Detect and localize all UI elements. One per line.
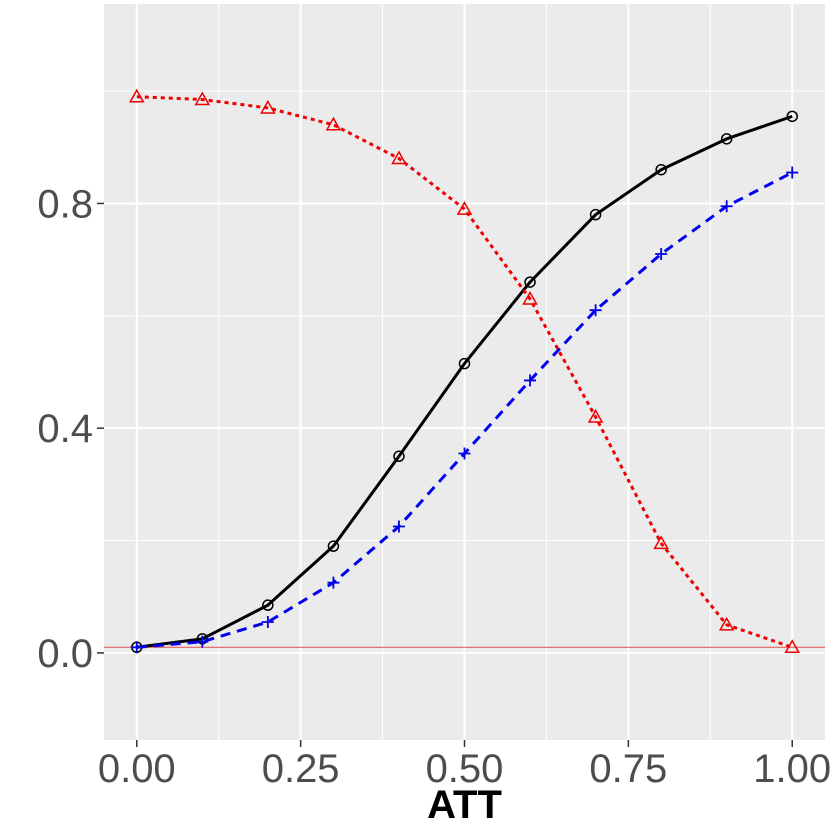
series-1-line — [136, 114, 793, 649]
data-point — [589, 304, 602, 317]
data-point — [458, 357, 471, 370]
data-point — [458, 447, 471, 460]
data-point — [393, 450, 405, 463]
x-tick-label: 0.25 — [262, 747, 340, 791]
data-point — [196, 635, 209, 648]
data-point — [653, 535, 669, 550]
y-axis: 0.0 0.4 0.8 — [37, 182, 104, 676]
series-layer — [128, 88, 801, 654]
data-point — [522, 290, 538, 305]
data-point — [587, 408, 604, 423]
data-point — [327, 540, 340, 552]
x-tick-label: 1.00 — [753, 747, 830, 791]
data-point — [262, 599, 274, 611]
data-point — [720, 133, 733, 145]
y-tick-label: 0.0 — [37, 632, 93, 676]
series-2 — [130, 166, 799, 654]
data-point — [524, 276, 536, 288]
series-3-line — [136, 95, 793, 649]
data-point — [261, 616, 274, 629]
data-point — [260, 99, 276, 114]
x-tick-label: 0.75 — [589, 747, 667, 791]
data-point — [784, 639, 801, 654]
data-point — [327, 576, 340, 589]
data-point — [392, 520, 405, 533]
y-tick-label: 0.8 — [37, 182, 93, 226]
x-axis-title: ATT — [427, 783, 502, 827]
data-point — [786, 166, 799, 179]
data-point — [325, 116, 342, 131]
series-3 — [128, 88, 801, 654]
data-point — [720, 200, 733, 213]
data-point — [391, 150, 407, 165]
data-point — [589, 208, 602, 221]
data-point — [194, 91, 211, 106]
data-point — [655, 248, 668, 261]
data-point — [655, 163, 667, 176]
major-gridlines — [104, 4, 825, 740]
data-point — [130, 641, 143, 654]
data-point — [456, 201, 473, 215]
data-point — [718, 616, 735, 631]
x-tick-label: 0.50 — [426, 747, 504, 791]
x-axis: 0.00 0.25 0.50 0.75 1.00 — [98, 740, 830, 791]
data-point — [786, 110, 798, 123]
y-tick-label: 0.4 — [37, 407, 93, 451]
data-point — [128, 88, 145, 103]
data-point — [524, 374, 537, 387]
x-tick-label: 0.00 — [98, 747, 176, 791]
